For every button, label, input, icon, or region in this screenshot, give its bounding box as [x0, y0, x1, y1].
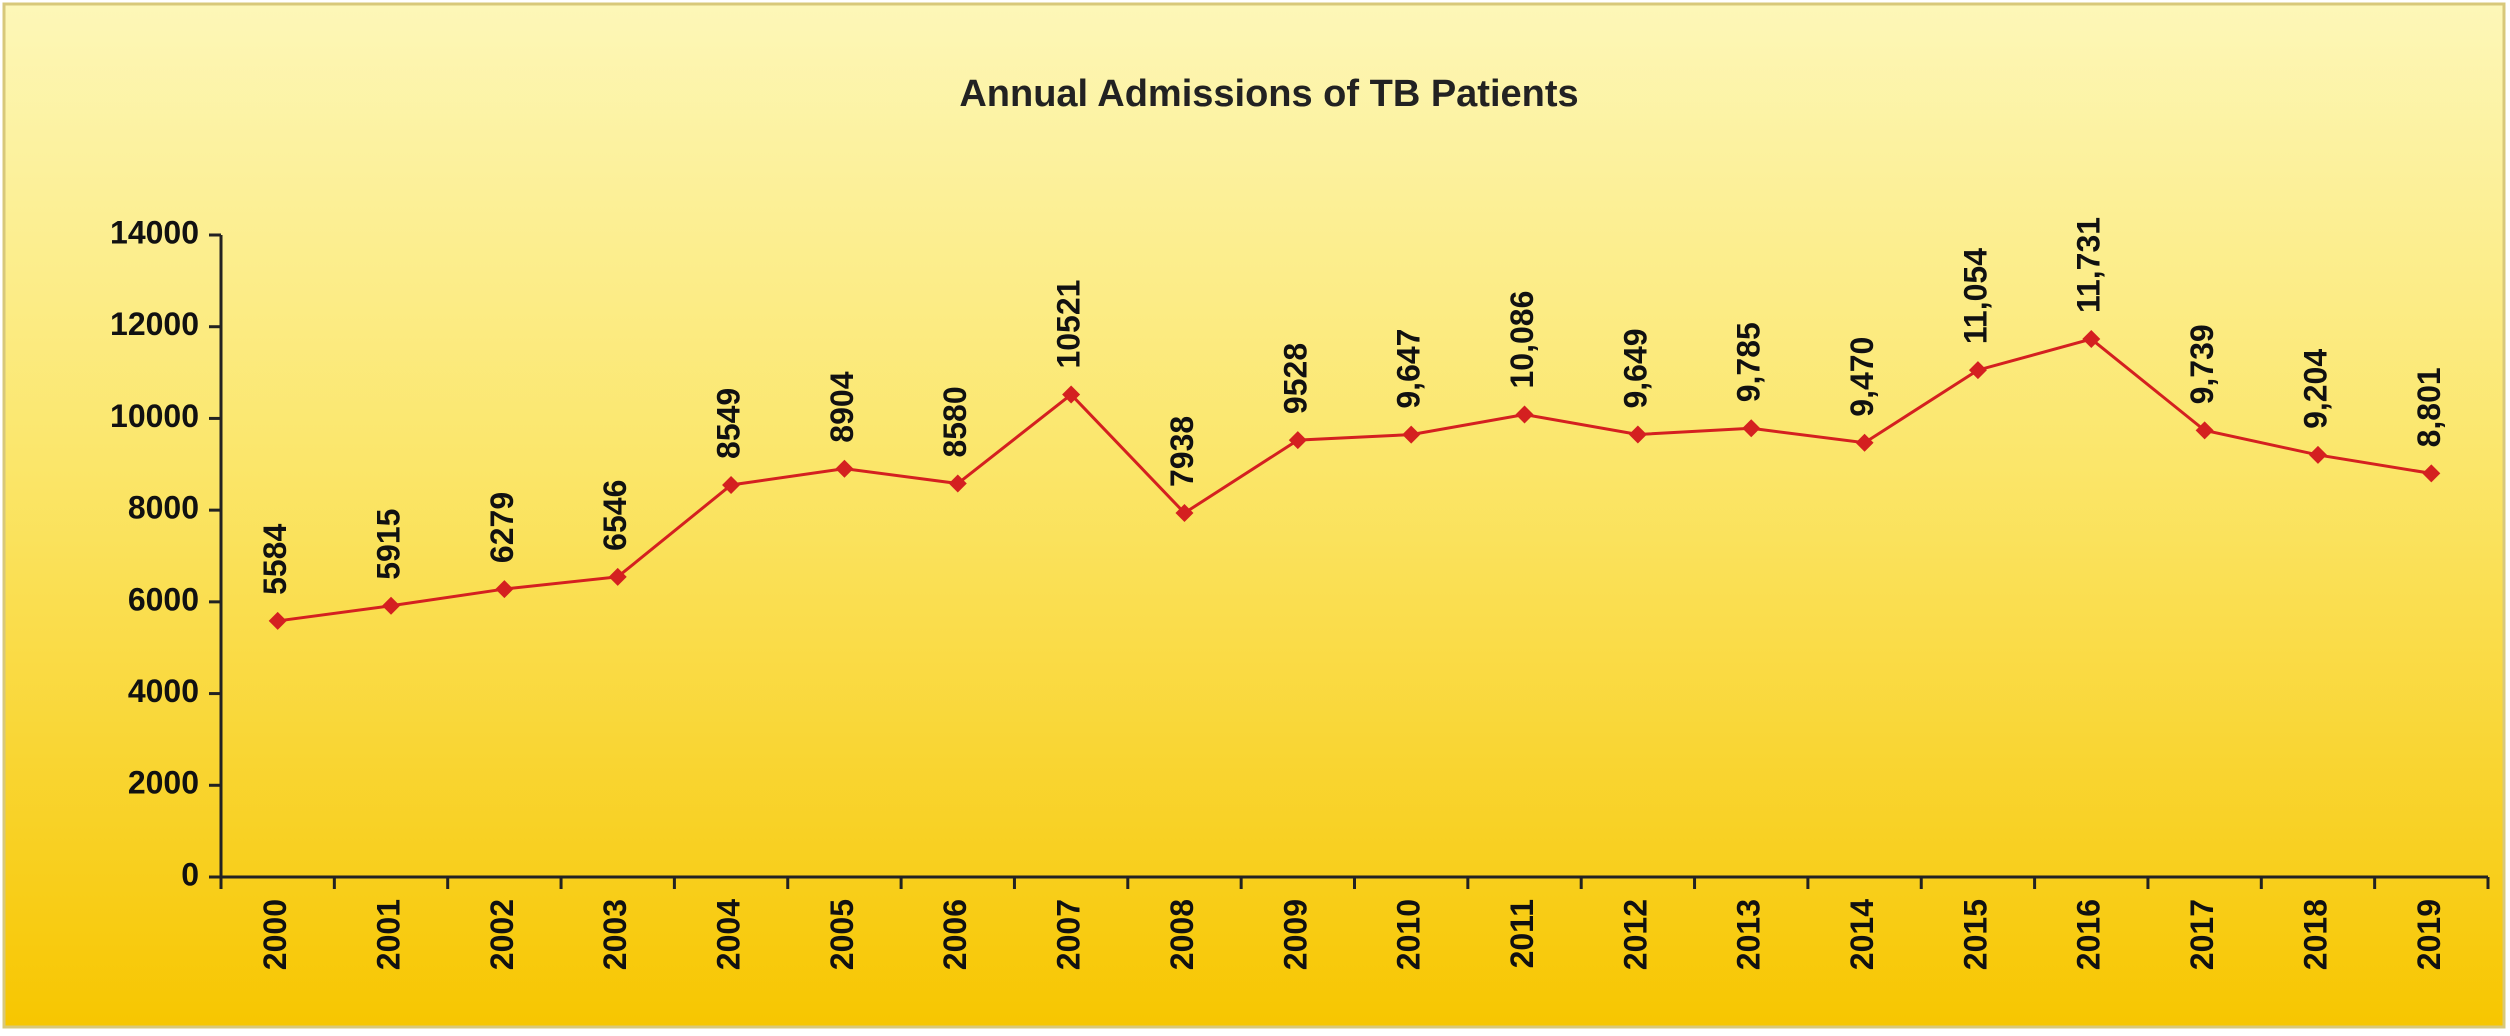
x-tick-label: 2000 [257, 899, 293, 970]
data-label: 8904 [824, 371, 860, 442]
x-tick-label: 2011 [1504, 899, 1540, 968]
x-tick-label: 2017 [2184, 899, 2220, 970]
data-label: 11,054 [1957, 248, 1993, 344]
x-tick-label: 2010 [1391, 899, 1427, 970]
data-label: 9,204 [2297, 349, 2333, 429]
data-label: 6546 [597, 480, 633, 551]
data-label: 6279 [484, 492, 520, 563]
y-tick-label: 0 [181, 856, 199, 892]
marker [1175, 503, 1194, 522]
marker [1288, 431, 1307, 450]
y-tick-label: 2000 [128, 765, 199, 801]
marker [1515, 405, 1534, 424]
data-label: 8549 [711, 388, 747, 459]
marker [722, 475, 741, 494]
marker [1628, 425, 1647, 444]
chart-title: Annual Admissions of TB Patients [959, 73, 1578, 115]
x-tick-label: 2013 [1731, 899, 1767, 970]
marker [948, 474, 967, 493]
data-label: 9,739 [2184, 324, 2220, 404]
data-label: 9,649 [1617, 328, 1653, 408]
marker [608, 567, 627, 586]
marker [382, 596, 401, 615]
data-label: 7938 [1164, 416, 1200, 487]
x-tick-label: 2008 [1164, 899, 1200, 970]
x-tick-label: 2018 [2297, 899, 2333, 970]
marker [1742, 419, 1761, 438]
x-tick-label: 2016 [2071, 899, 2107, 970]
y-tick-label: 10000 [110, 398, 199, 434]
y-tick-label: 6000 [128, 581, 199, 617]
data-label: 8580 [937, 386, 973, 457]
x-tick-label: 2004 [711, 899, 747, 970]
marker [1855, 433, 1874, 452]
data-label: 9528 [1277, 343, 1313, 414]
data-label: 5915 [370, 509, 406, 580]
data-label: 9,470 [1844, 337, 1880, 417]
marker [1062, 385, 1081, 404]
x-tick-label: 2001 [370, 899, 406, 970]
x-tick-label: 2015 [1957, 899, 1993, 970]
x-tick-label: 2012 [1617, 899, 1653, 970]
y-tick-label: 8000 [128, 490, 199, 526]
data-label: 5584 [257, 524, 293, 595]
marker [495, 580, 514, 599]
data-label: 10521 [1051, 280, 1087, 369]
line [277, 337, 2432, 623]
x-tick-label: 2002 [484, 899, 520, 970]
marker [1968, 361, 1987, 380]
marker [1402, 425, 1421, 444]
data-label: 9,647 [1391, 329, 1427, 409]
data-label: 8,801 [2411, 367, 2447, 447]
data-label: 11,731 [2071, 217, 2107, 313]
x-tick-label: 2014 [1844, 899, 1880, 970]
y-tick-label: 12000 [110, 306, 199, 342]
marker [835, 459, 854, 478]
marker [2195, 421, 2214, 440]
marker [2422, 464, 2441, 483]
data-label: 9,785 [1731, 322, 1767, 402]
marker [2082, 330, 2101, 349]
x-tick-label: 2006 [937, 899, 973, 970]
data-label: 10,086 [1504, 291, 1540, 389]
x-tick-label: 2019 [2411, 899, 2447, 970]
x-tick-label: 2007 [1051, 899, 1087, 970]
x-tick-label: 2005 [824, 899, 860, 970]
y-tick-label: 14000 [110, 214, 199, 250]
y-tick-label: 4000 [128, 673, 199, 709]
marker [268, 611, 287, 630]
x-tick-label: 2003 [597, 899, 633, 970]
x-tick-label: 2009 [1277, 899, 1313, 970]
marker [2308, 445, 2327, 464]
